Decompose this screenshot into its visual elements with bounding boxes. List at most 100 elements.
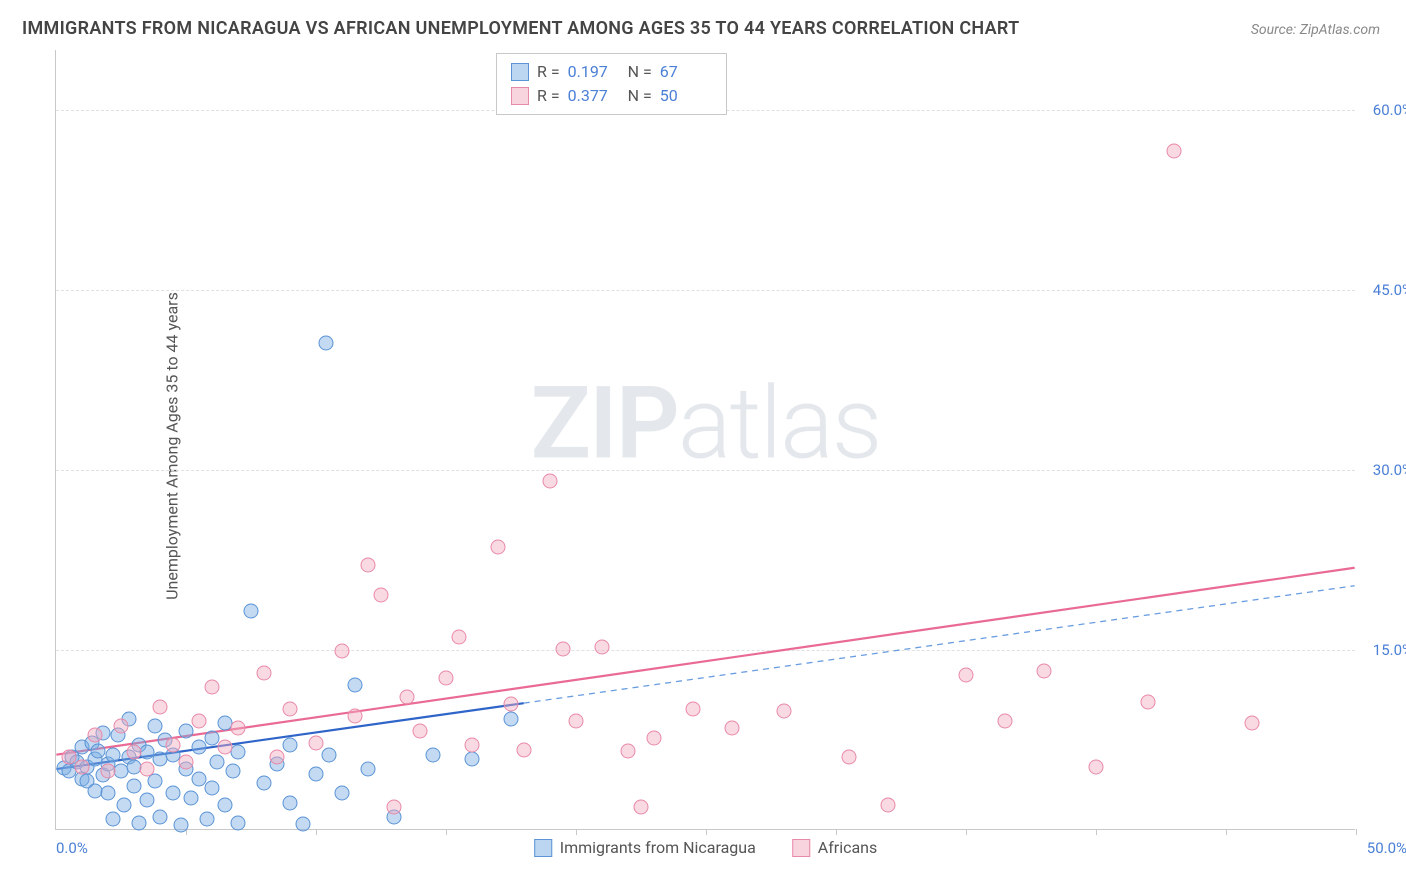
x-origin-label: 0.0% xyxy=(56,839,88,857)
data-point-nicaragua xyxy=(90,744,105,759)
data-point-africans xyxy=(179,754,194,769)
x-tick xyxy=(1226,829,1227,835)
data-point-africans xyxy=(361,558,376,573)
data-point-africans xyxy=(439,670,454,685)
data-point-africans xyxy=(1089,759,1104,774)
y-tick-label: 60.0% xyxy=(1373,101,1406,119)
data-point-nicaragua xyxy=(231,816,246,831)
stat-n-value: 67 xyxy=(660,60,712,84)
watermark: ZIPatlas xyxy=(531,365,881,482)
x-tick xyxy=(1356,829,1357,835)
data-point-nicaragua xyxy=(205,781,220,796)
legend-item: Africans xyxy=(792,838,877,857)
legend-item: Immigrants from Nicaragua xyxy=(534,838,756,857)
data-point-africans xyxy=(777,704,792,719)
trend-line-africans xyxy=(56,568,1354,755)
data-point-nicaragua xyxy=(106,747,121,762)
data-point-africans xyxy=(127,745,142,760)
data-point-nicaragua xyxy=(106,812,121,827)
data-point-africans xyxy=(205,680,220,695)
stat-r-value: 0.377 xyxy=(568,84,620,108)
swatch-icon xyxy=(792,839,810,857)
data-point-africans xyxy=(959,668,974,683)
x-max-label: 50.0% xyxy=(1367,839,1406,857)
data-point-nicaragua xyxy=(147,718,162,733)
data-point-africans xyxy=(348,709,363,724)
data-point-africans xyxy=(335,644,350,659)
data-point-africans xyxy=(231,721,246,736)
data-point-nicaragua xyxy=(225,764,240,779)
data-point-africans xyxy=(88,728,103,743)
data-point-africans xyxy=(75,759,90,774)
data-point-nicaragua xyxy=(218,798,233,813)
stat-n-label: N = xyxy=(628,84,652,108)
data-point-africans xyxy=(543,474,558,489)
data-point-africans xyxy=(387,800,402,815)
data-point-africans xyxy=(556,642,571,657)
stat-r-label: R = xyxy=(537,60,560,84)
data-point-africans xyxy=(595,639,610,654)
data-point-nicaragua xyxy=(199,812,214,827)
data-point-nicaragua xyxy=(116,798,131,813)
data-point-africans xyxy=(504,697,519,712)
data-point-nicaragua xyxy=(335,786,350,801)
x-tick xyxy=(446,829,447,835)
x-tick xyxy=(966,829,967,835)
data-point-nicaragua xyxy=(140,793,155,808)
data-point-nicaragua xyxy=(179,723,194,738)
data-point-nicaragua xyxy=(257,776,272,791)
data-point-africans xyxy=(517,742,532,757)
plot-area: ZIPatlas 15.0%30.0%45.0%60.0% 0.0% 50.0%… xyxy=(55,50,1355,830)
data-point-africans xyxy=(647,730,662,745)
data-point-nicaragua xyxy=(210,754,225,769)
data-point-africans xyxy=(634,800,649,815)
legend-label: Immigrants from Nicaragua xyxy=(560,838,756,857)
trend-line-dashed-nicaragua xyxy=(524,586,1355,703)
data-point-africans xyxy=(400,690,415,705)
swatch-icon xyxy=(511,63,529,81)
data-point-nicaragua xyxy=(426,747,441,762)
y-tick-label: 30.0% xyxy=(1373,461,1406,479)
y-tick-label: 15.0% xyxy=(1373,641,1406,659)
data-point-africans xyxy=(140,762,155,777)
gridline xyxy=(56,650,1355,651)
data-point-africans xyxy=(218,740,233,755)
data-point-africans xyxy=(192,714,207,729)
data-point-nicaragua xyxy=(132,816,147,831)
bottom-legend: Immigrants from Nicaragua Africans xyxy=(534,838,878,857)
data-point-africans xyxy=(998,714,1013,729)
data-point-africans xyxy=(413,723,428,738)
data-point-africans xyxy=(270,750,285,765)
data-point-nicaragua xyxy=(361,762,376,777)
swatch-icon xyxy=(511,87,529,105)
y-tick-label: 45.0% xyxy=(1373,281,1406,299)
gridline xyxy=(56,470,1355,471)
data-point-nicaragua xyxy=(184,790,199,805)
data-point-africans xyxy=(491,540,506,555)
data-point-africans xyxy=(153,699,168,714)
data-point-nicaragua xyxy=(192,771,207,786)
data-point-africans xyxy=(114,718,129,733)
stat-n-value: 50 xyxy=(660,84,712,108)
data-point-nicaragua xyxy=(244,603,259,618)
x-tick xyxy=(576,829,577,835)
x-tick xyxy=(836,829,837,835)
x-tick xyxy=(1096,829,1097,835)
data-point-nicaragua xyxy=(153,810,168,825)
swatch-icon xyxy=(534,839,552,857)
data-point-africans xyxy=(842,750,857,765)
data-point-africans xyxy=(1245,716,1260,731)
stats-legend-box: R =0.197N =67R = 0.377 N = 50 xyxy=(496,53,727,115)
data-point-nicaragua xyxy=(173,818,188,833)
data-point-africans xyxy=(374,588,389,603)
data-point-africans xyxy=(686,702,701,717)
data-point-africans xyxy=(166,738,181,753)
data-point-nicaragua xyxy=(283,795,298,810)
data-point-africans xyxy=(257,666,272,681)
stats-row-nicaragua: R =0.197N =67 xyxy=(511,60,712,84)
data-point-nicaragua xyxy=(101,786,116,801)
data-point-africans xyxy=(725,721,740,736)
data-point-nicaragua xyxy=(319,336,334,351)
data-point-africans xyxy=(621,744,636,759)
trend-lines xyxy=(56,50,1355,829)
